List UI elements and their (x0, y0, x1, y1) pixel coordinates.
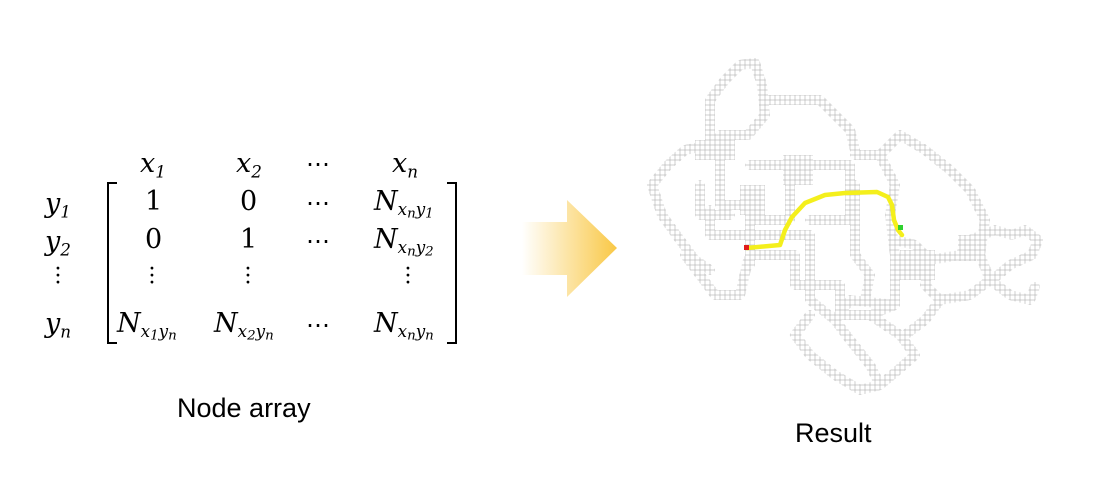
cell-r2-cn: Nxny2 (374, 224, 434, 261)
cell-r3-c2-vdots: · · · (244, 257, 252, 296)
cell-r3-cn-vdots: · · · (404, 257, 412, 296)
result-path (744, 189, 905, 251)
cell-r2-c2: 1 (240, 224, 258, 255)
cell-r1-c1: 1 (145, 186, 163, 217)
row-header-y1: y1 (45, 188, 71, 222)
cell-rn-cn: Nxnyn (374, 308, 434, 345)
cell-r1-cn: Nxny1 (374, 186, 434, 223)
cell-r3-c1-vdots: · · · (148, 257, 156, 296)
arrow-right-icon (522, 200, 617, 297)
cell-r2-ellipsis: ⋯ (306, 227, 332, 255)
node-array-caption: Node array (177, 393, 311, 423)
end-marker (898, 225, 903, 230)
map-corridors (647, 58, 1043, 395)
cell-r1-ellipsis: ⋯ (306, 189, 332, 217)
cell-rn-c2: Nx2yn (214, 308, 274, 345)
column-header-xn: xn (392, 148, 419, 182)
left-bracket (107, 182, 117, 344)
cell-r1-c2: 0 (240, 186, 258, 217)
result-caption: Result (795, 418, 872, 448)
map-dense-blocks (695, 140, 976, 280)
row-header-yn: yn (45, 308, 72, 342)
right-bracket (447, 182, 457, 344)
column-header-ellipsis: ⋯ (306, 150, 332, 178)
cell-rn-c1: Nx1yn (117, 308, 177, 345)
result-grid-map (647, 58, 1043, 395)
column-header-x2: x2 (236, 148, 262, 182)
row-header-vdots: · · · (54, 257, 62, 296)
cell-rn-ellipsis: ⋯ (306, 311, 332, 339)
cell-r2-c1: 0 (145, 224, 163, 255)
column-header-x1: x1 (140, 148, 166, 182)
start-marker (744, 245, 749, 250)
row-header-y2: y2 (45, 226, 71, 260)
